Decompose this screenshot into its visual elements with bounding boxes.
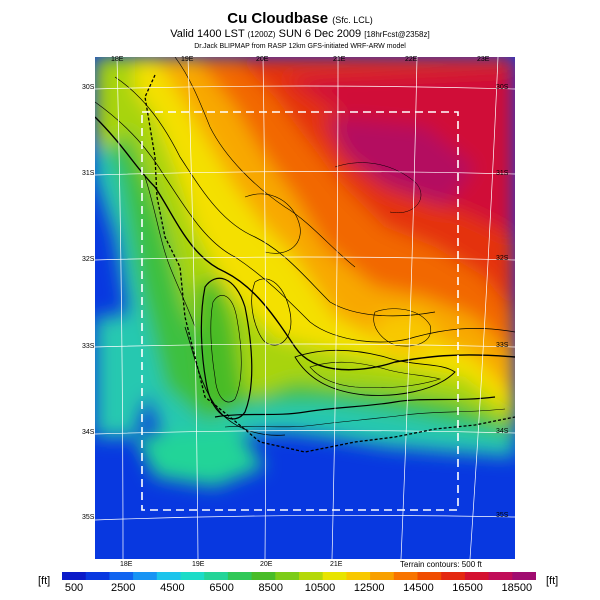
colorbar-swatch xyxy=(275,572,300,580)
terrain-contour-line xyxy=(214,396,496,418)
colorbar-swatch xyxy=(512,572,536,580)
colorbar-swatch xyxy=(464,572,490,580)
right-latitude-label: 31S xyxy=(496,170,509,177)
colorbar-tick-label: 12500 xyxy=(353,582,385,594)
lat-lon-grid xyxy=(95,57,515,559)
colorbar-swatch xyxy=(346,572,371,580)
colorbar-swatch xyxy=(109,572,134,580)
parallel-line xyxy=(95,430,515,435)
colorbar-tick-label: 14500 xyxy=(403,582,434,594)
right-latitude-label: 35S xyxy=(496,512,509,519)
valid-utc: (1200Z) xyxy=(247,30,276,39)
right-latitude-label: 33S xyxy=(496,342,509,349)
colorbar-swatch xyxy=(393,572,418,580)
map-title: Cu Cloudbase (Sfc. LCL) xyxy=(0,10,600,27)
bottom-longitude-label: 18E xyxy=(120,561,133,568)
terrain-contour-line xyxy=(334,162,422,214)
cloudbase-shading xyxy=(95,57,515,559)
left-latitude-label: 30S xyxy=(82,84,95,91)
bottom-longitude-label: 21E xyxy=(330,561,343,568)
colorbar-swatch xyxy=(62,572,87,580)
colorbar-swatch xyxy=(370,572,395,580)
left-latitude-label: 32S xyxy=(82,256,95,263)
terrain-contour-line xyxy=(95,101,515,343)
domain-boundary xyxy=(141,111,459,511)
terrain-contour-line xyxy=(174,57,356,268)
parallel-line xyxy=(95,85,515,90)
meridian-line xyxy=(331,57,339,559)
colorbar-tick-label: 10500 xyxy=(304,582,336,594)
colorbar-swatch xyxy=(417,572,442,580)
top-longitude-label: 21E xyxy=(333,56,346,63)
colorbar-tick-label: 16500 xyxy=(452,582,483,594)
colorbar-swatch xyxy=(251,572,276,580)
top-longitude-label: 19E xyxy=(181,56,194,63)
meridian-line xyxy=(400,57,418,559)
meridian-line xyxy=(187,57,199,559)
colorbar-swatch xyxy=(133,572,158,580)
colorbar-swatch xyxy=(204,572,229,580)
terrain-contour-line xyxy=(144,176,196,328)
right-latitude-label: 30S xyxy=(496,84,509,91)
bottom-longitude-label: 19E xyxy=(192,561,205,568)
meridian-line xyxy=(262,57,267,559)
colorbar-tick-label: 8500 xyxy=(258,582,284,594)
top-longitude-label: 23E xyxy=(477,56,490,63)
colorbar-tick-label: 4500 xyxy=(160,582,185,594)
terrain-contour-line xyxy=(294,349,456,396)
colorbar-swatch xyxy=(227,572,253,580)
left-latitude-label: 35S xyxy=(82,514,95,521)
terrain-contour-line xyxy=(251,278,292,346)
source-line: Dr.Jack BLIPMAP from RASP 12km GFS-initi… xyxy=(194,43,406,50)
colorbar-swatch xyxy=(441,572,466,580)
colorbar-swatch xyxy=(322,572,347,580)
terrain-contour-line xyxy=(200,277,253,420)
coastline xyxy=(144,74,515,453)
top-longitude-label: 20E xyxy=(256,56,269,63)
left-latitude-label: 34S xyxy=(82,429,95,436)
colorbar-tick-label: 2500 xyxy=(110,582,136,594)
title-suffix: (Sfc. LCL) xyxy=(332,15,373,25)
valid-date: SUN 6 Dec 2009 xyxy=(278,28,362,40)
colorbar-swatch xyxy=(85,572,110,580)
terrain-contour-line xyxy=(210,295,242,403)
colorbar-tick-label: 500 xyxy=(64,582,84,594)
cloudbase-map xyxy=(95,57,515,559)
colorbar-unit-right: [ft] xyxy=(546,575,559,587)
colorbar xyxy=(62,572,536,580)
bottom-longitude-label: 20E xyxy=(260,561,273,568)
title-main: Cu Cloudbase xyxy=(227,10,329,27)
terrain-contour-line xyxy=(184,326,286,436)
terrain-contours xyxy=(95,57,515,436)
terrain-contour-line xyxy=(309,361,442,389)
valid-time-line: Valid 1400 LST (1200Z) SUN 6 Dec 2009 [1… xyxy=(0,28,600,40)
colorbar-tick-label: 18500 xyxy=(501,582,533,594)
top-longitude-label: 22E xyxy=(405,56,418,63)
colorbar-swatch xyxy=(299,572,324,580)
parallel-line xyxy=(95,171,515,176)
top-longitude-label: 18E xyxy=(111,56,124,63)
left-latitude-label: 31S xyxy=(82,170,95,177)
colorbar-unit-left: [ft] xyxy=(38,575,51,587)
terrain-contour-line xyxy=(224,408,506,428)
colorbar-swatch xyxy=(156,572,181,580)
terrain-contour-line xyxy=(373,308,432,347)
meridian-line xyxy=(469,57,499,559)
right-latitude-label: 34S xyxy=(496,428,509,435)
terrain-contour-line xyxy=(114,76,436,317)
parallel-line xyxy=(95,514,515,521)
right-latitude-label: 32S xyxy=(496,255,509,262)
colorbar-tick-label: 6500 xyxy=(209,582,234,594)
left-latitude-label: 33S xyxy=(82,343,95,350)
colorbar-swatch xyxy=(180,572,205,580)
terrain-contour-line xyxy=(95,116,515,371)
meridian-line xyxy=(116,57,124,559)
colorbar-swatch xyxy=(488,572,513,580)
valid-fcst: [18hrFcst@2358z] xyxy=(364,30,430,39)
terrain-note: Terrain contours: 500 ft xyxy=(400,560,482,569)
valid-main: Valid 1400 LST xyxy=(170,28,245,40)
